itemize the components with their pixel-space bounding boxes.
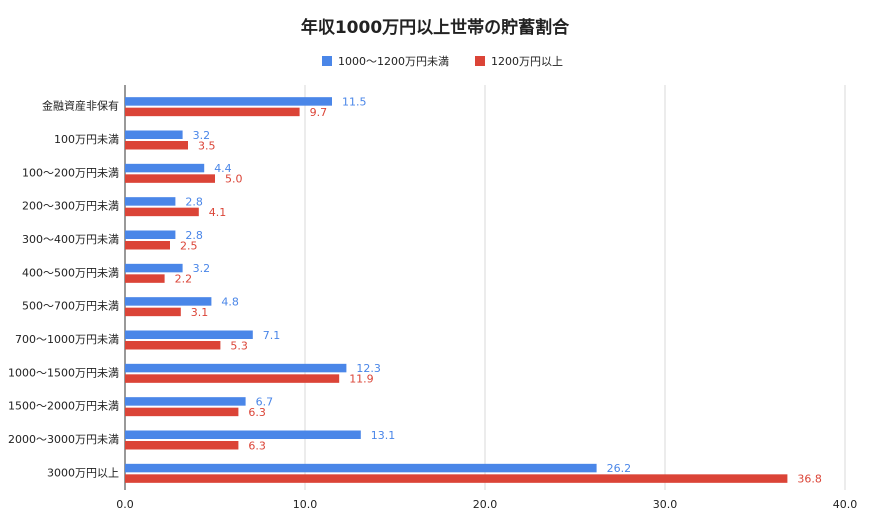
value-label: 2.5 — [180, 239, 198, 252]
value-label: 9.7 — [310, 106, 328, 119]
value-label: 11.9 — [349, 373, 374, 386]
bar — [125, 163, 205, 173]
x-tick-label: 10.0 — [293, 498, 318, 511]
x-tick-label: 30.0 — [653, 498, 678, 511]
bar — [125, 97, 332, 106]
value-label: 4.4 — [214, 162, 232, 175]
x-tick-label: 0.0 — [116, 498, 134, 511]
bar — [125, 207, 199, 217]
value-label: 3.1 — [191, 306, 209, 319]
value-label: 6.7 — [256, 395, 274, 408]
bar — [125, 474, 788, 483]
legend-label: 1000〜1200万円未満 — [338, 55, 449, 68]
bar — [125, 397, 246, 406]
bar — [125, 341, 221, 350]
bar — [125, 230, 176, 239]
y-tick-label: 700〜1000万円未満 — [15, 333, 119, 346]
y-tick-label: 1000〜1500万円未満 — [8, 366, 119, 379]
y-tick-label: 100〜200万円未満 — [22, 166, 119, 179]
x-tick-label: 40.0 — [833, 498, 858, 511]
bar — [125, 274, 165, 283]
bar — [125, 407, 239, 417]
value-label: 3.2 — [193, 129, 211, 142]
y-tick-label: 300〜400万円未満 — [22, 233, 119, 246]
value-label: 3.2 — [193, 262, 211, 275]
bar — [125, 330, 253, 339]
bar — [125, 374, 340, 383]
value-label: 2.8 — [185, 195, 203, 208]
value-label: 3.5 — [198, 139, 216, 152]
value-label: 5.3 — [230, 339, 248, 352]
bar — [125, 174, 215, 183]
legend-swatch — [475, 56, 485, 66]
chart-title: 年収1000万円以上世帯の貯蓄割合 — [301, 17, 570, 38]
bar — [125, 463, 597, 473]
value-label: 26.2 — [607, 462, 632, 475]
y-tick-label: 金融資産非保有 — [42, 99, 119, 113]
value-label: 13.1 — [371, 429, 396, 442]
value-label: 12.3 — [356, 362, 381, 375]
legend-swatch — [322, 56, 332, 66]
bar — [125, 107, 300, 117]
bar — [125, 141, 188, 150]
value-label: 7.1 — [263, 329, 281, 342]
bar — [125, 263, 183, 273]
value-label: 6.3 — [248, 406, 266, 419]
value-label: 11.5 — [342, 95, 367, 108]
bar — [125, 197, 176, 206]
x-tick-label: 20.0 — [473, 498, 498, 511]
bar — [125, 130, 183, 139]
value-label: 2.2 — [175, 273, 193, 286]
bar — [125, 307, 181, 317]
y-tick-label: 2000〜3000万円未満 — [8, 433, 119, 446]
bar — [125, 241, 170, 250]
y-tick-label: 3000万円以上 — [47, 466, 119, 479]
y-tick-label: 200〜300万円未満 — [22, 200, 119, 213]
y-tick-label: 500〜700万円未満 — [22, 300, 119, 313]
bar — [125, 363, 347, 373]
value-label: 2.8 — [185, 229, 203, 242]
value-label: 4.1 — [209, 206, 227, 219]
bar — [125, 430, 361, 439]
y-tick-label: 1500〜2000万円未満 — [8, 400, 119, 413]
bar — [125, 441, 239, 450]
value-label: 4.8 — [221, 295, 239, 308]
value-label: 36.8 — [797, 473, 822, 486]
y-tick-label: 100万円未満 — [54, 133, 119, 146]
value-label: 5.0 — [225, 173, 243, 186]
y-tick-label: 400〜500万円未満 — [22, 266, 119, 279]
value-label: 6.3 — [248, 439, 266, 452]
legend-label: 1200万円以上 — [491, 55, 563, 68]
bar — [125, 297, 212, 306]
